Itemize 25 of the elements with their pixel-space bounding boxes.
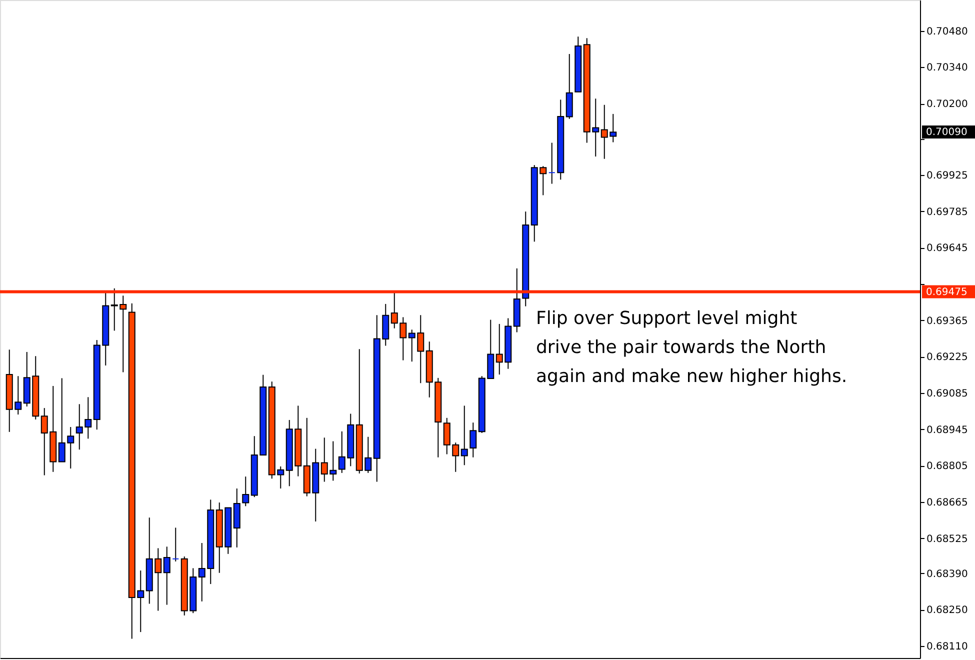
y-tick-label: 0.69645 bbox=[926, 243, 968, 254]
y-tick-label: 0.70480 bbox=[926, 26, 968, 38]
text: 0.70090 bbox=[926, 127, 968, 138]
y-tick-label: 0.69785 bbox=[926, 206, 968, 218]
y-tick-label: 0.68665 bbox=[926, 498, 968, 508]
y-tick-label: 0.69925 bbox=[926, 170, 968, 182]
candlestick bbox=[163, 546, 170, 606]
y-tick-label: 0.68390 bbox=[926, 568, 968, 580]
candlestick bbox=[460, 405, 468, 466]
y-tick-label: 0.68250 bbox=[926, 605, 968, 616]
y-tick-label: 0.68945 bbox=[926, 424, 968, 436]
candlestick bbox=[470, 422, 477, 458]
annotation: Flip over Support level might drive the pair towards the North again and make new higher highs. bbox=[536, 308, 848, 387]
y-tick-label: 0.70200 bbox=[926, 99, 968, 110]
candlestick bbox=[172, 527, 180, 562]
y-tick-label: 0.68110 bbox=[926, 642, 968, 653]
candlestick bbox=[548, 142, 556, 184]
y-tick-label: 0.69225 bbox=[926, 352, 968, 364]
y-tick-label: 0.70340 bbox=[926, 62, 968, 74]
y-tick-label: 0.68805 bbox=[926, 461, 968, 472]
y-tick-label: 0.69365 bbox=[926, 316, 968, 327]
ref-line-label: 0.69475 bbox=[926, 286, 968, 298]
y-tick-label: 0.69085 bbox=[926, 388, 968, 400]
candlestick bbox=[566, 53, 573, 120]
y-tick-label: 0.68525 bbox=[926, 534, 968, 545]
